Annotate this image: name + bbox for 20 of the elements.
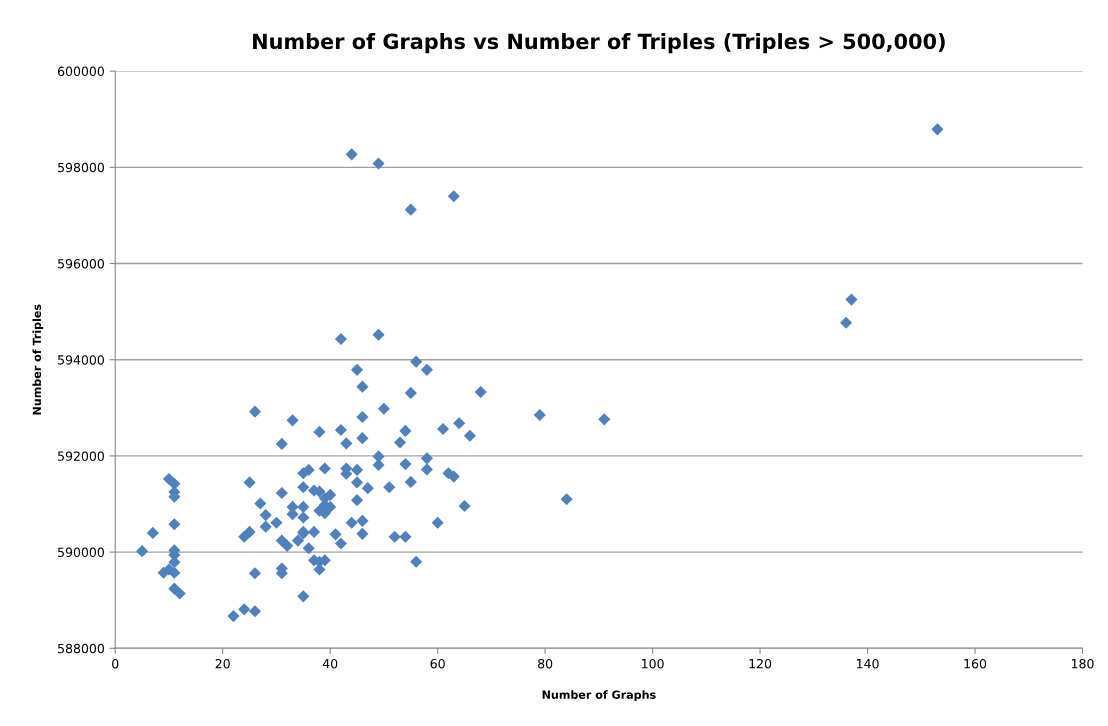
x-axis-title: Number of Graphs (542, 690, 656, 702)
y-tick-label: 592000 (58, 451, 104, 461)
chart-title: Number of Graphs vs Number of Triples (Triples > 500,000) (253, 33, 945, 54)
x-tick-label: 100 (642, 658, 664, 669)
y-tick-label: 596000 (58, 259, 104, 269)
y-tick-label: 600000 (57, 66, 104, 77)
y-tick-label: 590000 (58, 547, 104, 558)
x-tick-label: 40 (322, 658, 338, 669)
y-axis-title: Number of Triples (32, 304, 44, 415)
x-tick-label: 140 (857, 658, 879, 669)
x-tick-label: 0 (112, 658, 119, 669)
x-tick-label: 20 (215, 658, 230, 669)
y-tick-label: 598000 (58, 162, 104, 173)
x-tick-label: 160 (964, 658, 987, 669)
y-tick-label: 594000 (58, 355, 104, 365)
x-tick-label: 60 (430, 658, 445, 669)
x-tick-label: 180 (1071, 658, 1094, 669)
y-tick-label: 588000 (58, 643, 104, 654)
x-tick-label: 80 (538, 658, 553, 669)
x-tick-label: 120 (749, 658, 772, 669)
